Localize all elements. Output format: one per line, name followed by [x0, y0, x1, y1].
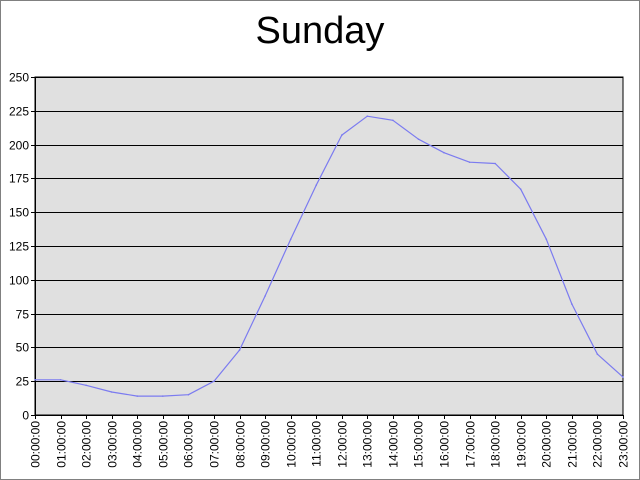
data-point [238, 349, 241, 351]
x-tick-label: 14:00:00 [387, 421, 401, 468]
data-point [494, 162, 497, 165]
data-point [34, 379, 36, 381]
series-line [35, 115, 624, 397]
y-tick-label: 25 [16, 375, 30, 389]
x-tick-label: 10:00:00 [285, 421, 299, 468]
data-point [622, 376, 624, 378]
x-tick-label: 12:00:00 [336, 421, 350, 468]
y-tick-label: 175 [9, 172, 29, 186]
data-point [85, 384, 87, 387]
axes [31, 77, 624, 419]
x-tick-label: 06:00:00 [182, 421, 196, 468]
x-tick-label: 03:00:00 [106, 421, 120, 468]
y-tick-label: 50 [16, 341, 30, 355]
data-point [213, 380, 215, 383]
x-tick-label: 08:00:00 [234, 421, 248, 468]
data-point [264, 295, 266, 297]
x-tick-label: 17:00:00 [464, 421, 478, 468]
x-tick-label: 15:00:00 [412, 421, 426, 468]
y-tick-labels: 0 25 50 75 100 125 150 175 200 225 250 [9, 71, 29, 423]
data-point [392, 119, 394, 122]
y-tick-label: 0 [22, 409, 29, 423]
chart-title: Sunday [255, 10, 385, 52]
y-tick-label: 200 [9, 139, 29, 153]
y-tick-label: 225 [9, 105, 29, 119]
y-tick-label: 250 [9, 71, 29, 85]
x-tick-label: 11:00:00 [310, 421, 324, 467]
x-tick-label: 05:00:00 [157, 421, 171, 468]
x-tick-label: 20:00:00 [540, 421, 554, 468]
x-tick-label: 18:00:00 [489, 421, 503, 468]
data-point [136, 395, 139, 397]
data-point [341, 134, 343, 136]
x-tick-label: 19:00:00 [515, 421, 529, 468]
x-tick-label: 00:00:00 [29, 421, 43, 468]
data-point [315, 184, 318, 186]
data-point [289, 238, 292, 240]
x-tick-label: 07:00:00 [208, 421, 222, 468]
y-tick-label: 75 [16, 308, 30, 322]
data-point [162, 395, 164, 397]
data-point [417, 138, 420, 140]
x-tick-label: 16:00:00 [438, 421, 452, 468]
y-tick-label: 125 [9, 240, 29, 254]
data-point [571, 303, 573, 305]
x-tick-label: 01:00:00 [55, 421, 69, 468]
data-point [59, 379, 62, 381]
data-point [519, 188, 522, 190]
gridlines [35, 77, 623, 382]
y-tick-label: 100 [9, 274, 29, 288]
x-tick-label: 21:00:00 [566, 421, 580, 468]
data-point [110, 391, 113, 393]
x-tick-labels: 00:00:00 01:00:00 02:00:00 03:00:00 04:00:00… [29, 421, 631, 468]
data-point [468, 161, 471, 163]
data-point [596, 353, 599, 356]
x-tick-label: 02:00:00 [80, 421, 94, 468]
y-tick-label: 150 [9, 206, 29, 220]
x-tick-label: 09:00:00 [259, 421, 273, 468]
data-point [187, 393, 190, 396]
data-point [366, 115, 369, 117]
x-tick-label: 13:00:00 [361, 421, 375, 468]
series-layer [34, 115, 624, 397]
data-point [545, 238, 548, 240]
x-tick-label: 22:00:00 [591, 421, 605, 468]
data-point [443, 151, 445, 154]
x-tick-label: 23:00:00 [617, 421, 631, 468]
x-tick-label: 04:00:00 [131, 421, 145, 468]
